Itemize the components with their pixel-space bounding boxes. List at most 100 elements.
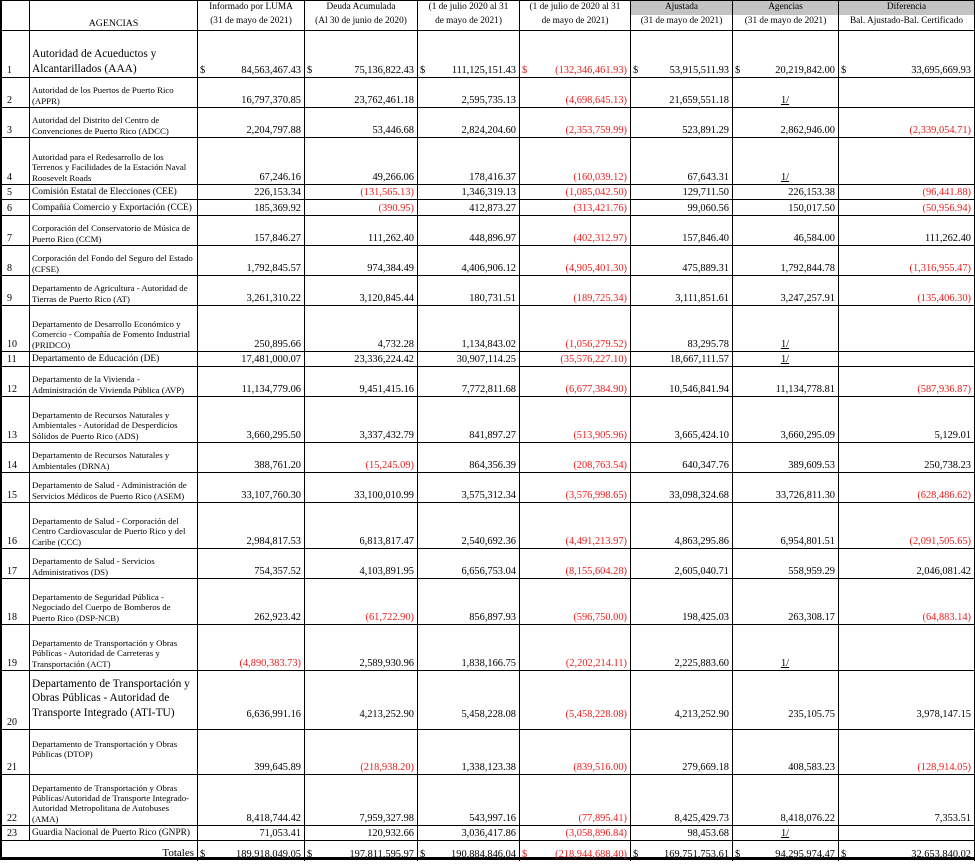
agency-cell: Departamento de Transportación y Obras P… — [30, 625, 198, 671]
amount-value: (218,944,688.40) — [555, 849, 627, 860]
amount-cell: 3,665,424.10 — [631, 397, 733, 443]
amount-cell: (61,722.90) — [305, 579, 418, 625]
column-header: Informado por LUMA (31 de mayo de 2021) — [198, 1, 305, 31]
agency-cell: Comisión Estatal de Elecciones (CEE) — [30, 185, 198, 200]
amount-cell: (2,091,505.65) — [839, 503, 975, 549]
amount-value: 1,792,844.78 — [780, 263, 835, 274]
amount-cell: (5,458,228.08) — [520, 671, 631, 730]
agency-name: Departamento de Salud - Administración d… — [32, 480, 187, 501]
amount-value: 4,103,891.95 — [359, 566, 414, 577]
amount-cell: 33,098,324.68 — [631, 473, 733, 503]
amount-value: 99,060.56 — [687, 203, 729, 214]
amount-value: (131,565.13) — [360, 187, 414, 198]
column-header: (1 de julio 2020 al 31 de mayo de 2021) — [418, 1, 520, 31]
amount-cell: (160,039.12) — [520, 138, 631, 185]
amount-cell: 388,761.20 — [198, 443, 305, 473]
row-number: 1 — [2, 31, 30, 78]
header-row: AGENCIAS Informado por LUMA (31 de mayo de… — [2, 1, 975, 31]
amount-value: 1,134,843.02 — [461, 339, 516, 350]
amount-cell: 33,726,811.30 — [733, 473, 839, 503]
amount-value: 189,918,049.05 — [236, 849, 301, 860]
amount-value: 3,978,147.15 — [916, 709, 971, 720]
amount-value: 21,659,551.18 — [669, 95, 729, 106]
row-number: 2 — [2, 78, 30, 108]
amount-value: 157,846.40 — [682, 233, 729, 244]
amount-cell: $84,563,467.43 — [198, 31, 305, 78]
amount-value: 7,959,327.98 — [359, 813, 414, 824]
amount-value: (50,956.94) — [922, 203, 971, 214]
amount-value: 111,262.40 — [925, 233, 971, 244]
amount-value: 543,997.16 — [469, 813, 516, 824]
amount-value: 1,346,319.13 — [461, 187, 516, 198]
row-number: 14 — [2, 443, 30, 473]
footnote-ref: 1/ — [780, 95, 790, 106]
amount-cell: 1/ — [733, 826, 839, 841]
amount-value: (513,905.96) — [573, 430, 627, 441]
amount-cell: 1,838,166.75 — [418, 625, 520, 671]
totals-row: Totales $189,918,049.05 $197,811,595.97 $19… — [2, 841, 975, 861]
row-number: 9 — [2, 276, 30, 306]
amount-value: 1,792,845.57 — [246, 263, 301, 274]
amount-value: 94,295,974.47 — [775, 849, 835, 860]
table-row: 16 Departamento de Salud - Corporación de… — [2, 503, 975, 549]
amount-value: 5,458,228.08 — [461, 709, 516, 720]
amount-value: 7,772,811.68 — [461, 384, 516, 395]
amount-cell: 1/ — [733, 78, 839, 108]
amount-value: 33,726,811.30 — [775, 490, 835, 501]
amount-cell: (6,677,384.90) — [520, 367, 631, 397]
amount-value: (596,750.00) — [573, 612, 627, 623]
agency-cell: Corporación del Conservatorio de Música … — [30, 216, 198, 246]
amount-value: 33,107,760.30 — [241, 490, 301, 501]
amount-cell: 10,546,841.94 — [631, 367, 733, 397]
amount-cell: 2,589,930.96 — [305, 625, 418, 671]
amount-cell: 399,645.89 — [198, 730, 305, 775]
dollar-sign: $ — [200, 65, 206, 76]
amount-cell: 3,036,417.86 — [418, 826, 520, 841]
amount-value: 53,446.68 — [372, 125, 414, 136]
agency-name: Departamento de Recursos Naturales y Amb… — [32, 409, 178, 441]
agency-name: Autoridad de los Puertos de Puerto Rico … — [32, 85, 174, 106]
amount-value: 8,425,429.73 — [674, 813, 729, 824]
amount-value: 226,153.38 — [788, 187, 835, 198]
amount-cell: $111,125,151.43 — [418, 31, 520, 78]
amount-value: 111,262.40 — [368, 233, 414, 244]
amount-cell: 1/ — [733, 306, 839, 352]
amount-cell: 83,295.78 — [631, 306, 733, 352]
row-number: 12 — [2, 367, 30, 397]
amount-cell: 408,583.23 — [733, 730, 839, 775]
amount-cell: 180,731.51 — [418, 276, 520, 306]
amount-cell: 412,873.27 — [418, 200, 520, 216]
amount-cell: (1,316,955.47) — [839, 246, 975, 276]
agency-cell: Departamento de la Vivienda - Administra… — [30, 367, 198, 397]
table-row: 6 Compañía Comercio y Exportación (CCE) 18… — [2, 200, 975, 216]
amount-cell: $33,695,669.93 — [839, 31, 975, 78]
amount-cell: 974,384.49 — [305, 246, 418, 276]
amount-value: 83,295.78 — [687, 339, 729, 350]
amount-value: (208,763.54) — [573, 460, 627, 471]
agency-name: Corporación del Conservatorio de Música … — [32, 223, 191, 244]
dollar-sign: $ — [307, 65, 313, 76]
amount-value: (4,905,401.30) — [565, 263, 627, 274]
amount-cell: 3,111,851.61 — [631, 276, 733, 306]
amount-cell: (402,312.97) — [520, 216, 631, 246]
amount-value: 864,356.39 — [469, 460, 516, 471]
amount-value: 49,266.06 — [372, 172, 414, 183]
amount-cell: 2,204,797.88 — [198, 108, 305, 138]
amount-cell: 3,337,432.79 — [305, 397, 418, 443]
amount-value: 197,811,595.97 — [349, 849, 414, 860]
amount-value: 3,575,312.34 — [461, 490, 516, 501]
amount-cell: 9,451,415.16 — [305, 367, 418, 397]
amount-value: (1,316,955.47) — [909, 263, 971, 274]
amount-value: (160,039.12) — [573, 172, 627, 183]
agency-cell: Departamento de Salud - Servicios Admini… — [30, 549, 198, 579]
column-header-line2: (31 de mayo de 2021) — [640, 15, 723, 26]
row-number: 13 — [2, 397, 30, 443]
amount-cell: (15,245.09) — [305, 443, 418, 473]
table-row: 22 Departamento de Transportación y Obras… — [2, 775, 975, 826]
amount-cell: $53,915,511.93 — [631, 31, 733, 78]
amount-value: 2,540,692.36 — [461, 536, 516, 547]
amount-value: 180,731.51 — [469, 293, 516, 304]
amount-cell: 6,656,753.04 — [418, 549, 520, 579]
amount-value: 2,984,817.53 — [246, 536, 301, 547]
amount-value: 17,481,000.07 — [241, 354, 301, 365]
